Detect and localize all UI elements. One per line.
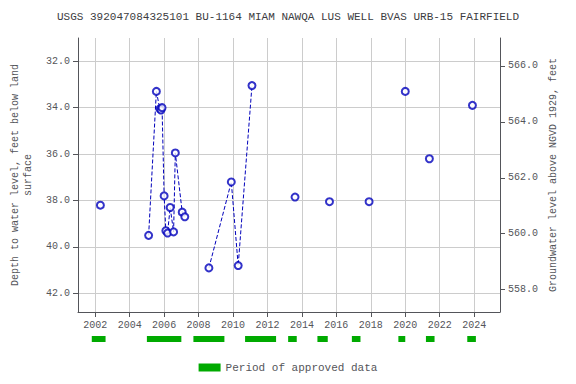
svg-text:surface: surface <box>23 154 34 196</box>
svg-text:2014: 2014 <box>290 320 314 331</box>
svg-text:2008: 2008 <box>187 320 211 331</box>
svg-text:38.0: 38.0 <box>46 195 70 206</box>
svg-text:2022: 2022 <box>428 320 452 331</box>
svg-text:34.0: 34.0 <box>46 102 70 113</box>
svg-text:566.0: 566.0 <box>508 60 538 71</box>
svg-text:558.0: 558.0 <box>508 284 538 295</box>
svg-text:32.0: 32.0 <box>46 56 70 67</box>
svg-text:564.0: 564.0 <box>508 116 538 127</box>
svg-text:560.0: 560.0 <box>508 228 538 239</box>
svg-text:2018: 2018 <box>359 320 383 331</box>
svg-text:2020: 2020 <box>393 320 417 331</box>
svg-text:Period of approved data: Period of approved data <box>226 362 378 374</box>
svg-text:2004: 2004 <box>118 320 142 331</box>
svg-text:2016: 2016 <box>324 320 348 331</box>
svg-text:USGS 392047084325101 BU-1164 M: USGS 392047084325101 BU-1164 MIAM NAWQA … <box>57 11 519 23</box>
svg-text:Depth to water level, feet bel: Depth to water level, feet below land <box>10 64 21 286</box>
svg-text:36.0: 36.0 <box>46 149 70 160</box>
svg-text:42.0: 42.0 <box>46 288 70 299</box>
svg-text:2010: 2010 <box>221 320 245 331</box>
svg-text:2002: 2002 <box>83 320 107 331</box>
svg-text:Groundwater level above NGVD 1: Groundwater level above NGVD 1929, feet <box>548 58 559 292</box>
svg-text:562.0: 562.0 <box>508 172 538 183</box>
svg-text:2006: 2006 <box>152 320 176 331</box>
svg-text:2012: 2012 <box>255 320 279 331</box>
svg-text:2024: 2024 <box>462 320 486 331</box>
svg-text:40.0: 40.0 <box>46 241 70 252</box>
